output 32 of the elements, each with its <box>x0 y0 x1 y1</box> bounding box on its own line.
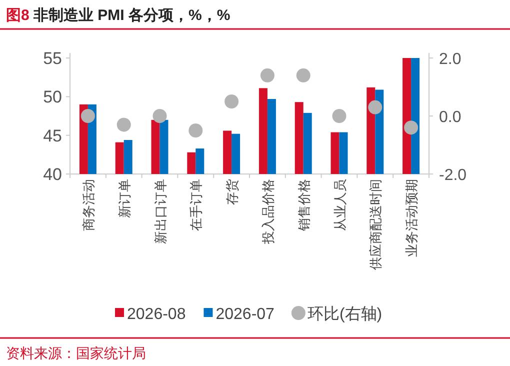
y-tick-label: 55 <box>43 49 62 68</box>
x-tick-label: 在手订单 <box>188 179 204 231</box>
legend-label: 2026-07 <box>216 306 275 323</box>
x-tick-label: 商务活动 <box>80 179 96 231</box>
point <box>188 124 203 138</box>
x-tick-label: 从业人员 <box>332 179 348 231</box>
y2-tick-label: 0.0 <box>439 109 462 126</box>
point <box>116 118 131 132</box>
point <box>404 120 418 135</box>
y-tick-label: 40 <box>43 165 62 184</box>
x-tick-label: 存货 <box>224 179 240 205</box>
x-tick-label: 业务活动预期 <box>404 179 420 257</box>
legend-label: 环比(右轴) <box>307 305 382 323</box>
y2-tick-label: -2.0 <box>439 167 467 184</box>
x-tick-label: 销售价格 <box>296 179 312 232</box>
x-tick-label: 新订单 <box>116 179 132 218</box>
point <box>80 109 95 123</box>
x-tick-label: 供应商配送时间 <box>368 179 384 270</box>
chart-title: 图8 非制造业 PMI 各分项，%，% <box>6 7 230 24</box>
y-tick-label: 45 <box>43 126 62 146</box>
text: 资料来源：国家统计局 <box>6 345 146 361</box>
y-tick-label: 50 <box>43 88 62 107</box>
point <box>152 109 167 123</box>
x-tick-label: 新出口订单 <box>152 179 168 244</box>
y2-tick-label: 2.0 <box>439 51 462 68</box>
point <box>296 68 310 82</box>
legend-label: 2026-08 <box>127 306 186 323</box>
point <box>368 100 382 114</box>
point <box>260 68 274 82</box>
point <box>224 94 239 108</box>
point <box>332 109 346 123</box>
x-tick-label: 投入品价格 <box>260 179 276 245</box>
